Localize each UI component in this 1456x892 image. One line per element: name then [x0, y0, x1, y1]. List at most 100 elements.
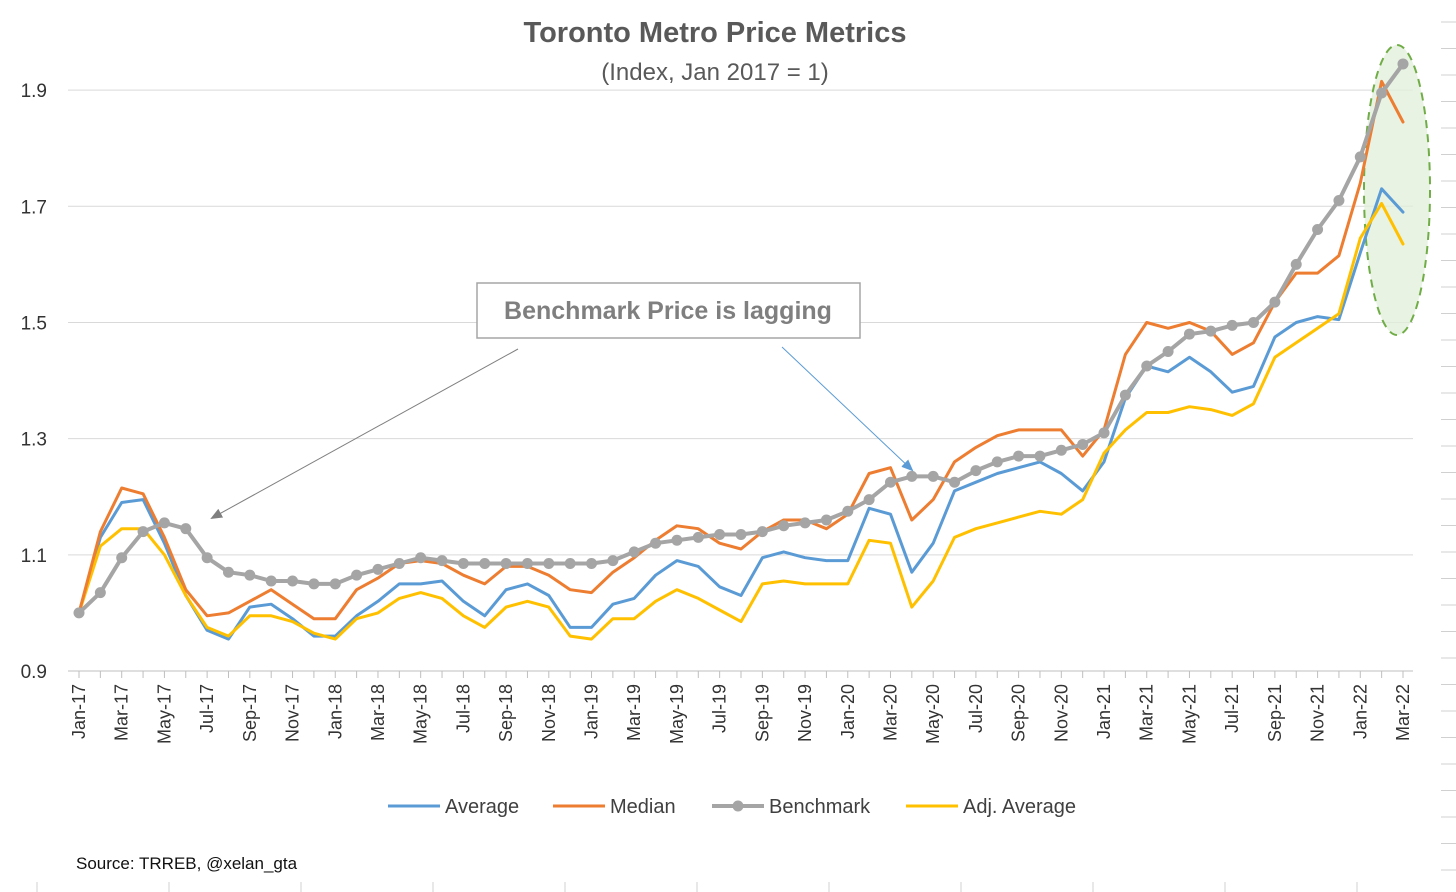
data-point [1248, 316, 1260, 328]
data-point [116, 552, 128, 564]
annotation-text: Benchmark Price is lagging [504, 297, 832, 325]
data-point [393, 558, 405, 570]
data-point [884, 476, 896, 488]
data-point [628, 546, 640, 558]
x-tick-label: Mar-18 [368, 684, 388, 741]
x-tick-label: Jan-20 [838, 684, 858, 739]
data-point [265, 575, 277, 587]
data-point [1354, 151, 1366, 163]
data-point [1312, 224, 1324, 236]
data-point [799, 517, 811, 529]
annotation-arrow-left [210, 348, 519, 519]
data-point [863, 494, 875, 506]
data-point [1226, 319, 1238, 331]
data-point [1119, 389, 1131, 401]
legend: Average Median Benchmark Adj. Average [388, 796, 1076, 818]
x-tick-label: Jul-17 [197, 684, 217, 733]
data-point [1333, 194, 1345, 206]
data-point [222, 566, 234, 578]
data-point [158, 517, 170, 529]
x-tick-label: May-21 [1179, 684, 1199, 744]
data-point [970, 465, 982, 477]
x-tick-label: Sep-18 [496, 684, 516, 742]
data-point [1269, 296, 1281, 308]
x-tick-label: Jan-21 [1094, 684, 1114, 739]
data-point [820, 514, 832, 526]
x-tick-label: Nov-17 [283, 684, 303, 742]
data-point [735, 528, 747, 540]
series-line-median [77, 79, 1405, 621]
data-point [1290, 258, 1302, 270]
data-point [1376, 87, 1388, 99]
bottom-edge-ticks [36, 882, 1358, 892]
source-note: Source: TRREB, @xelan_gta [76, 854, 298, 873]
data-point [137, 526, 149, 538]
x-tick-label: Sep-19 [752, 684, 772, 742]
x-tick-label: Jan-17 [69, 684, 89, 739]
x-tick-label: Sep-20 [1009, 684, 1029, 742]
y-tick-label: 0.9 [21, 662, 47, 683]
legend-marker [732, 800, 744, 812]
x-tick-label: Sep-17 [240, 684, 260, 742]
data-point [1397, 58, 1409, 70]
y-tick-label: 1.7 [21, 197, 47, 218]
legend-label: Adj. Average [963, 796, 1076, 818]
data-point [564, 558, 576, 570]
data-point [714, 528, 726, 540]
x-tick-label: Jul-21 [1222, 684, 1242, 733]
series-lines [73, 58, 1409, 641]
data-point [586, 558, 598, 570]
annotation-box [476, 282, 861, 339]
x-tick-label: Mar-19 [624, 684, 644, 741]
x-tick-label: Jul-19 [710, 684, 730, 733]
x-tick-label: Mar-20 [880, 684, 900, 741]
data-point [1205, 325, 1217, 337]
data-point [244, 569, 256, 581]
annotation-arrow-right [781, 346, 914, 472]
x-tick-label: May-18 [411, 684, 431, 744]
y-tick-label: 1.9 [21, 81, 47, 102]
data-point [692, 531, 704, 543]
x-tick-label: Mar-17 [112, 684, 132, 741]
data-point [842, 505, 854, 517]
x-tick-label: May-17 [154, 684, 174, 744]
chart-title: Toronto Metro Price Metrics [524, 17, 907, 49]
y-tick-label: 1.1 [21, 546, 47, 567]
data-point [308, 578, 320, 590]
data-point [329, 578, 341, 590]
x-tick-label: Nov-20 [1051, 684, 1071, 742]
data-point [671, 534, 683, 546]
x-tick-label: Mar-21 [1137, 684, 1157, 741]
data-point [927, 470, 939, 482]
x-tick-label: Sep-21 [1265, 684, 1285, 742]
data-point [607, 555, 619, 567]
data-point [1077, 438, 1089, 450]
y-tick-label: 1.3 [21, 430, 47, 451]
x-tick-label: Mar-22 [1393, 684, 1413, 741]
data-point [500, 558, 512, 570]
x-tick-label: Jul-20 [966, 684, 986, 733]
data-point [1034, 450, 1046, 462]
x-tick-label: Nov-19 [795, 684, 815, 742]
data-point [756, 526, 768, 538]
data-point [436, 555, 448, 567]
data-point [351, 569, 363, 581]
legend-label: Median [610, 796, 676, 818]
x-tick-label: Nov-21 [1308, 684, 1328, 742]
x-tick-label: Nov-18 [539, 684, 559, 742]
data-point [372, 563, 384, 575]
data-point [180, 523, 192, 535]
data-point [1013, 450, 1025, 462]
x-tick-label: Jan-18 [325, 684, 345, 739]
series-line-average [77, 187, 1405, 641]
right-edge-ticks [1441, 21, 1456, 871]
data-point [650, 537, 662, 549]
data-point [778, 520, 790, 532]
data-point [415, 552, 427, 564]
x-tick-label: May-20 [923, 684, 943, 744]
data-point [1141, 360, 1153, 372]
data-point [1183, 328, 1195, 340]
highlight-ellipse [1363, 44, 1431, 336]
series-line-adj-average [77, 201, 1405, 641]
